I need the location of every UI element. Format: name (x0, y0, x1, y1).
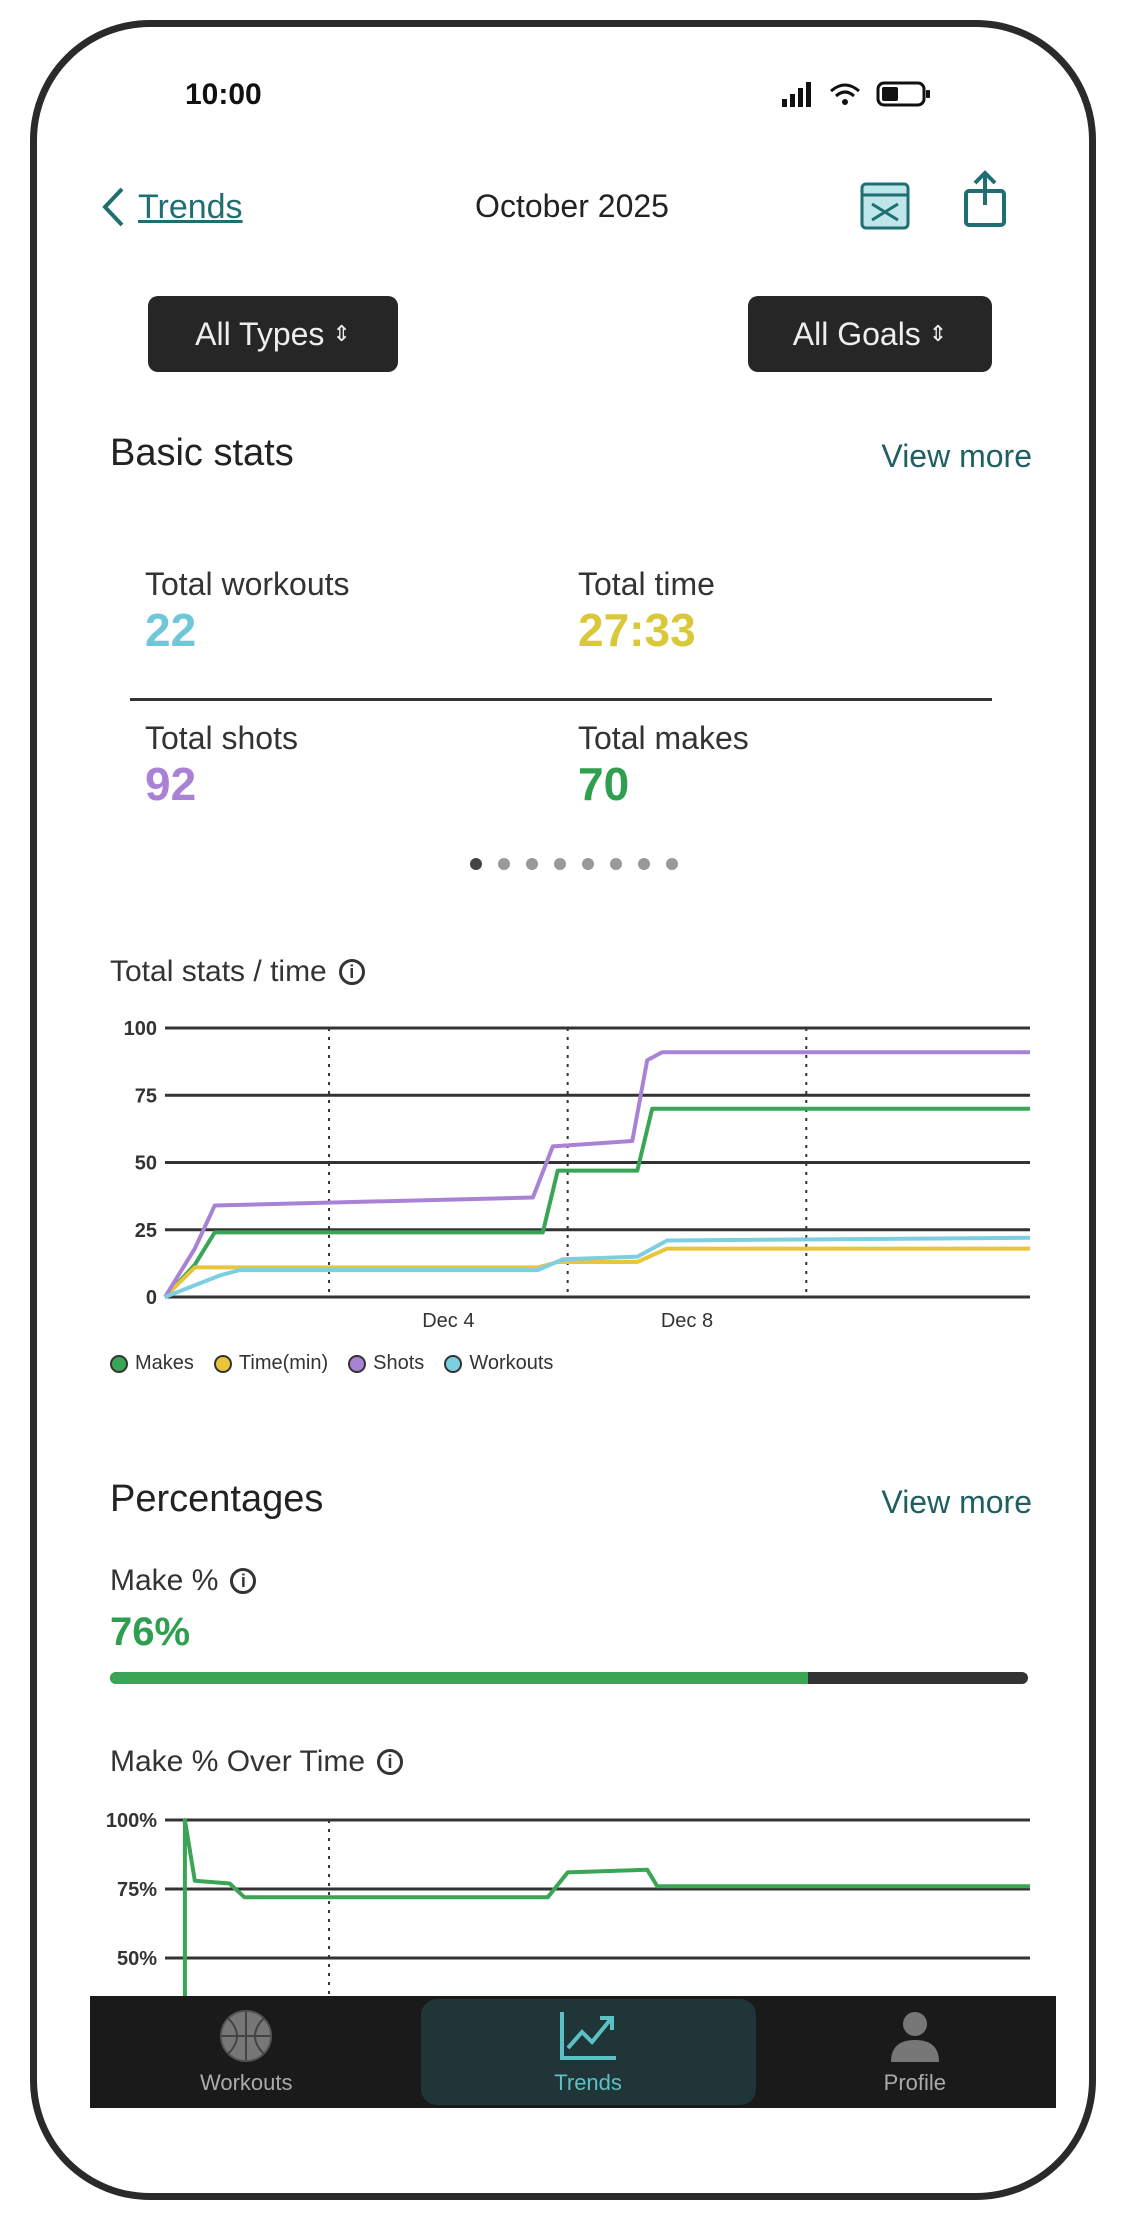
series-line-makes (163, 1106, 1030, 1299)
person-icon (890, 2012, 939, 2062)
status-icons (780, 80, 932, 108)
pagination-dot[interactable] (498, 858, 510, 870)
stat-value: 70 (578, 758, 630, 810)
pagination-dots[interactable] (470, 858, 678, 870)
stat-label: Total time (578, 566, 715, 602)
legend-item[interactable]: Makes (110, 1352, 194, 1375)
calendar-icon (860, 182, 910, 230)
tab-workouts[interactable]: Workouts (200, 2008, 293, 2096)
stat-total-makes: Total makes 70 (578, 720, 749, 811)
chart-title-text: Make % Over Time (110, 1745, 366, 1778)
basic-stats-title: Basic stats (110, 432, 294, 474)
chevron-left-icon (102, 187, 124, 227)
type-filter-dropdown[interactable]: All Types ⇕ (148, 296, 398, 372)
stats-divider (130, 698, 992, 701)
calendar-button[interactable] (858, 178, 912, 232)
pagination-dot[interactable] (666, 858, 678, 870)
tab-label: Trends (554, 2070, 622, 2095)
make-pct-progress-fill (110, 1672, 808, 1684)
legend-swatch (110, 1354, 128, 1373)
goal-filter-value: All Goals (792, 315, 921, 352)
stat-total-workouts: Total workouts 22 (145, 566, 350, 657)
series-line-shots (163, 1050, 1030, 1299)
stat-value: 27:33 (578, 604, 696, 656)
y-tick-label: 25 (135, 1220, 157, 1242)
tab-label: Workouts (200, 2070, 293, 2095)
series-line-make- (182, 1818, 1030, 2005)
make-pct-over-time-title: Make % Over Time i (110, 1745, 404, 1779)
tab-label: Profile (883, 2070, 946, 2095)
make-pct-progress-bar (110, 1672, 1028, 1684)
make-pct-title: Make % i (110, 1564, 257, 1598)
make-pct-label: Make % (110, 1564, 219, 1597)
total-stats-chart-title: Total stats / time i (110, 955, 365, 989)
stat-value: 92 (145, 758, 197, 810)
series-line-time-min- (163, 1246, 1030, 1299)
stat-label: Total workouts (145, 566, 350, 602)
chart-title-text: Total stats / time (110, 955, 327, 988)
make-pct-value: 76% (110, 1610, 191, 1654)
chevron-updown-icon: ⇕ (928, 321, 948, 346)
stat-label: Total shots (145, 720, 298, 756)
tab-trends[interactable]: Trends (420, 1999, 756, 2105)
signal-icon (782, 82, 811, 107)
pagination-dot[interactable] (470, 858, 482, 870)
percentages-title: Percentages (110, 1478, 324, 1520)
series-line-workouts (164, 1235, 1031, 1299)
y-tick-label: 75% (117, 1879, 157, 1901)
tab-bar: Workouts Trends Profile (90, 1996, 1056, 2108)
stat-total-shots: Total shots 92 (145, 720, 298, 811)
legend-label: Shots (373, 1352, 425, 1374)
legend-item[interactable]: Time(min) (213, 1352, 329, 1375)
legend-swatch (213, 1354, 232, 1373)
info-icon[interactable]: i (230, 1568, 257, 1594)
legend-item[interactable]: Shots (348, 1352, 424, 1375)
pagination-dot[interactable] (638, 858, 650, 870)
back-label: Trends (138, 187, 243, 226)
trend-chart-icon (560, 2012, 617, 2060)
stat-label: Total makes (578, 720, 749, 756)
basic-stats-view-more[interactable]: View more (881, 438, 1032, 474)
goal-filter-dropdown[interactable]: All Goals ⇕ (748, 296, 992, 372)
y-tick-label: 50% (117, 1948, 157, 1970)
status-time: 10:00 (185, 78, 262, 111)
y-tick-label: 75 (135, 1085, 157, 1107)
tab-profile[interactable]: Profile (884, 2008, 946, 2096)
battery-icon (876, 81, 930, 107)
legend-label: Makes (135, 1352, 194, 1374)
y-tick-label: 0 (146, 1287, 157, 1309)
legend-label: Time(min) (238, 1352, 329, 1374)
pagination-dot[interactable] (582, 858, 594, 870)
back-button[interactable]: Trends (100, 185, 243, 229)
legend-label: Workouts (469, 1352, 554, 1374)
make-pct-over-time-chart: 50% 75% 100% (106, 1810, 1030, 2020)
legend-swatch (444, 1354, 463, 1373)
legend-item[interactable]: Workouts (444, 1352, 553, 1375)
info-icon[interactable]: i (377, 1749, 404, 1775)
percentages-view-more[interactable]: View more (881, 1484, 1032, 1520)
type-filter-value: All Types (195, 315, 325, 352)
pagination-dot[interactable] (554, 858, 566, 870)
x-tick-label: Dec 8 (661, 1310, 713, 1332)
legend-swatch (348, 1354, 367, 1373)
info-icon[interactable]: i (338, 959, 365, 985)
y-tick-label: 100% (106, 1810, 157, 1832)
chevron-updown-icon: ⇕ (332, 321, 351, 346)
share-button[interactable] (958, 170, 1012, 227)
y-tick-label: 100 (124, 1018, 157, 1040)
x-tick-label: Dec 4 (422, 1310, 474, 1332)
stat-total-time: Total time 27:33 (578, 566, 715, 657)
chart-legend: Makes Time(min) Shots Workouts (110, 1352, 553, 1375)
y-tick-label: 50 (135, 1153, 157, 1175)
total-stats-chart: 0 25 50 75 100 Dec 4 Dec 8 (124, 1018, 1031, 1332)
wifi-icon (830, 83, 860, 105)
stat-value: 22 (145, 604, 197, 656)
basketball-icon (220, 2010, 273, 2062)
pagination-dot[interactable] (526, 858, 538, 870)
share-icon (964, 170, 1006, 227)
pagination-dot[interactable] (610, 858, 622, 870)
